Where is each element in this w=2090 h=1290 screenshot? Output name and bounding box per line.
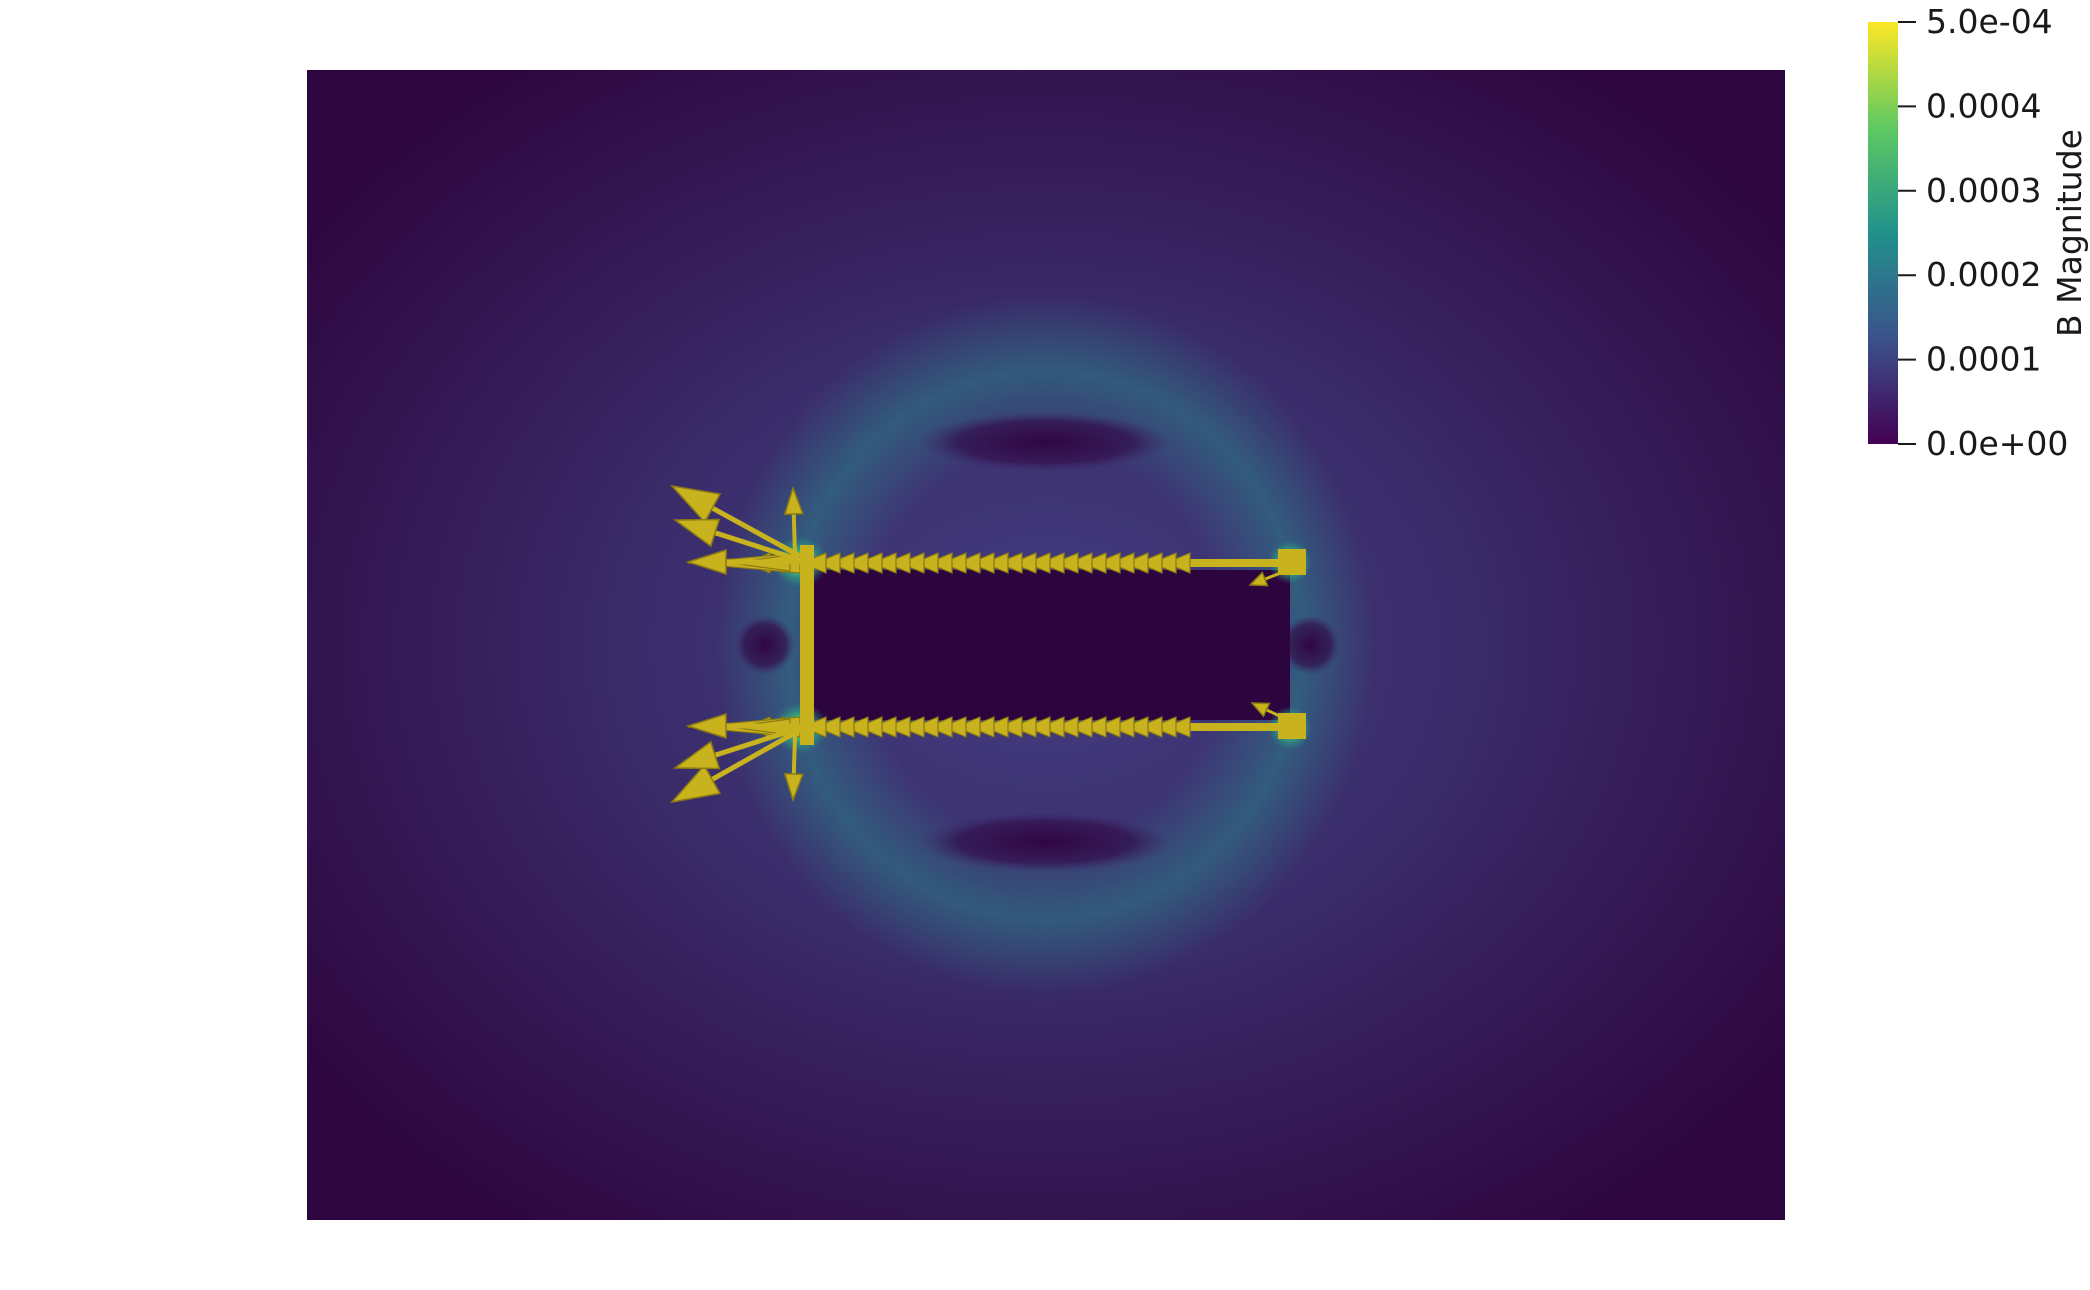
field-arrow-glyph (672, 725, 801, 770)
conductor-end-cap (1278, 549, 1306, 575)
conductor-vertical (800, 545, 814, 745)
field-arrow-glyph (783, 734, 804, 803)
field-cone-glyph (856, 552, 883, 574)
vector-glyphs (669, 484, 1306, 804)
field-cone-glyph (898, 716, 925, 738)
field-cone-glyph (996, 716, 1023, 738)
field-cone-glyph (1038, 552, 1065, 574)
scalar-bar-tick-label: 0.0001 (1926, 340, 2041, 379)
field-cone-glyph (996, 552, 1023, 574)
field-cone-glyph (1150, 552, 1177, 574)
field-cone-glyph (954, 552, 981, 574)
scalar-bar-title: B Magnitude (2050, 129, 2089, 337)
field-cone-glyph (898, 552, 925, 574)
field-cone-glyph (982, 552, 1009, 574)
field-cone-glyph (1122, 716, 1149, 738)
scalar-bar[interactable]: 5.0e-04 0.0004 0.0003 0.0002 0.0001 0.0e+00 B… (1868, 2, 2089, 463)
conductor-shaft (1180, 559, 1290, 567)
field-cone-glyph (1066, 716, 1093, 738)
field-cone-glyph (1164, 716, 1191, 738)
low-field-region-bottom (920, 812, 1170, 872)
field-cone-glyph (828, 552, 855, 574)
field-arrow-glyph (1248, 568, 1289, 587)
field-cone-glyph (1052, 552, 1079, 574)
scalar-bar-tick-label: 0.0e+00 (1926, 424, 2068, 463)
field-cone-glyph (1010, 716, 1037, 738)
field-cone-glyph (1052, 716, 1079, 738)
field-cone-glyph (1164, 552, 1191, 574)
field-cone-glyph (1010, 552, 1037, 574)
scalar-bar-tick-label: 0.0004 (1926, 86, 2041, 125)
field-arrow-glyph (783, 485, 804, 556)
field-cone-glyph (982, 716, 1009, 738)
field-cone-glyph (1080, 552, 1107, 574)
field-cone-glyph (814, 552, 841, 574)
field-cone-glyph (1122, 552, 1149, 574)
field-cone-glyph (884, 716, 911, 738)
field-cone-glyph (940, 716, 967, 738)
field-arrow-glyph (669, 484, 802, 559)
field-cone-glyph (926, 552, 953, 574)
field-cone-glyph (828, 716, 855, 738)
field-cone-glyph (1094, 552, 1121, 574)
field-cone-glyph (968, 552, 995, 574)
field-cone-glyph (1108, 716, 1135, 738)
field-cone-glyph (1150, 716, 1177, 738)
field-cone-glyph (870, 716, 897, 738)
field-cone-glyph (1038, 716, 1065, 738)
field-cone-glyph (912, 716, 939, 738)
field-arrow-glyph (670, 727, 802, 804)
field-cone-glyph (940, 552, 967, 574)
field-cone-glyph (912, 552, 939, 574)
field-cone-glyph (1108, 552, 1135, 574)
conductor-shaft (1180, 723, 1290, 731)
inner-void-region (812, 570, 1290, 720)
field-cone-glyph (954, 716, 981, 738)
field-cone-glyph (842, 552, 869, 574)
scalar-bar-tick-label: 0.0003 (1926, 171, 2041, 210)
field-cone-glyph (814, 716, 841, 738)
field-cone-glyph (968, 716, 995, 738)
field-cone-glyph (842, 716, 869, 738)
field-cone-glyph (870, 552, 897, 574)
field-cone-glyph (1136, 716, 1163, 738)
field-slice (307, 70, 1785, 1220)
field-cone-glyph (1136, 552, 1163, 574)
field-arrow-glyph (685, 712, 800, 740)
field-arrow-glyph (1250, 702, 1289, 722)
field-cone-glyph (1024, 716, 1051, 738)
scalar-bar-gradient (1868, 22, 1898, 444)
scalar-bar-tick-label: 0.0002 (1926, 255, 2041, 294)
field-arrow-glyph (685, 548, 800, 576)
field-cone-glyph (1080, 716, 1107, 738)
field-cone-glyph (856, 716, 883, 738)
field-cone-glyph (1024, 552, 1051, 574)
field-cone-glyph (1066, 552, 1093, 574)
scalar-bar-tick-label: 5.0e-04 (1926, 2, 2053, 41)
low-field-region-top (920, 412, 1170, 472)
field-cone-glyph (926, 716, 953, 738)
field-arrow-glyph (672, 518, 801, 563)
field-cone-glyph (1094, 716, 1121, 738)
field-cone-glyph (884, 552, 911, 574)
